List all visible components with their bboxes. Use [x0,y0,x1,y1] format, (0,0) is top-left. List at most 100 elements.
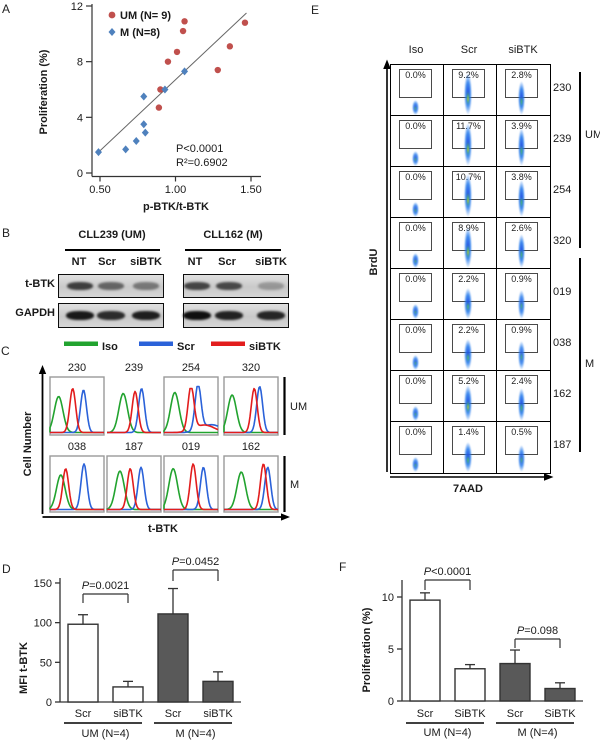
bar-scr [499,662,531,702]
flow-cell-187-scr: 1.4% [444,422,497,473]
panel-c-histograms: Iso Scr siBTK 230 239 254 320 UM 038 187 019 162 M Ce… [22,341,307,535]
sample-label-254: 254 [182,362,200,374]
scatter-point-um [173,48,181,56]
lane-label-nt-1: NT [71,256,87,268]
flow-cell-162-iso: 0.0% [391,371,444,422]
gate-percentage: 2.4% [511,376,532,386]
density-blob [411,202,419,217]
gate-box: 0.0% [399,426,432,455]
panel-f-bar-chart: 0 5 10 Proliferation (%) Scr SiBTK P<0.0001 UM … [361,566,583,739]
gate-box: 0.0% [399,222,432,251]
flow-col-header-sibtk: siBTK [508,44,538,56]
scatter-point-um [157,86,164,93]
x-tick-label: 1.00 [165,184,186,196]
legend-label: Iso [102,341,118,353]
group-label-m: M [290,479,299,491]
density-blob [464,226,472,268]
flow-row-label-187: 187 [553,439,572,451]
sample-label-239: 239 [125,362,143,374]
scatter-point-m [181,67,189,76]
annotation-pvalue: P<0.0001 [176,143,223,155]
lane-label-sibtk-2: siBTK [255,256,287,268]
bar-label: Scr [75,708,92,720]
scatter-point-m [94,148,102,157]
density-blob [464,73,472,115]
scatter-point-m [122,145,130,154]
density-blob [411,151,419,166]
sample-label-162: 162 [242,441,260,453]
legend-swatch-sibtk [211,341,245,346]
annotation-rsquared: R²=0.6902 [176,157,228,169]
gate-percentage: 0.0% [405,325,426,335]
density-blob [517,387,525,421]
y-tick-label: 50 [40,657,52,669]
gate-percentage: 2.2% [458,274,479,284]
y-axis-title: Cell Number [22,411,34,477]
sample-label-019: 019 [182,441,200,453]
flow-grid: 0.0% 9.2% 2.8% 0.0% 11.7% 3.9% 0.0% 10.7% 3.8% 0.… [390,64,551,474]
panel-letter-d: D [2,562,11,576]
flow-cell-230-sibtk: 2.8% [497,65,550,116]
x-axis-arrowhead [281,513,290,521]
gate-percentage: 0.5% [511,427,532,437]
y-axis-title: BrdU [368,249,380,276]
flow-group-bracket-um [579,72,581,248]
panel-a-scatter-plot: 0 4 8 12 0.50 1.00 1.50 Proliferation (%) p-BTK/… [38,1,262,213]
protein-band [258,281,284,290]
hist-curve-iso-239 [106,392,161,434]
x-axis-title: p-BTK/t-BTK [143,201,209,213]
flow-col-header-iso: Iso [408,44,424,56]
density-blob [411,406,419,421]
flow-cell-038-scr: 2.2% [444,320,497,371]
protein-band [257,310,285,320]
gate-percentage: 0.9% [511,274,532,284]
legend-swatch-scr [139,341,173,346]
flow-cell-162-scr: 5.2% [444,371,497,422]
p-value: P<0.0001 [424,566,471,578]
density-blob [464,287,472,319]
protein-band [216,281,242,290]
density-blob [517,444,525,472]
hist-box-230 [49,376,105,436]
legend-label: M (N=8) [120,27,160,39]
p-value: P=0.098 [517,625,558,637]
hist-curve-sibtk-320 [224,387,278,434]
scatter-point-um [214,66,221,74]
bar-label: SiBTK [544,708,576,720]
lane-label-scr-1: Scr [98,256,116,268]
density-blob [464,441,472,472]
flow-cell-019-sibtk: 0.9% [497,269,550,320]
flow-cell-230-scr: 9.2% [444,65,497,116]
panel-d-bar-chart: 0 50 100 150 MFI t-BTK Scr siBTK P=0.0021 UM (N=… [18,556,241,740]
gate-percentage: 0.0% [405,427,426,437]
flow-group-label-um: UM [585,129,600,141]
y-tick-label: 4 [77,112,83,124]
hist-curve-sibtk-187 [107,468,161,511]
panel-letter-c: C [1,344,10,358]
p-value: P=0.0021 [82,580,129,592]
flow-cell-038-iso: 0.0% [391,320,444,371]
flow-cell-187-iso: 0.0% [391,422,444,473]
density-blob [517,80,525,115]
scatter-point-um [226,43,234,50]
y-tick-label: 10 [382,592,394,604]
density-blob [464,123,472,166]
y-tick-label: 12 [71,1,83,13]
scatter-point-um [181,18,188,25]
x-tick-label: 1.50 [240,184,261,196]
bar-scr [409,599,441,702]
flow-row-label-038: 038 [553,337,572,349]
panel-letter-f: F [339,560,347,574]
flow-cell-230-iso: 0.0% [391,65,444,116]
protein-band [184,281,210,290]
density-blob [411,100,419,115]
protein-band [215,310,243,320]
scatter-point-um [179,27,187,35]
sample-label-230: 230 [68,362,86,374]
bar-label: Scr [417,708,434,720]
scatter-point-m [132,136,140,145]
y-tick-label: 5 [388,644,394,656]
gate-percentage: 1.4% [458,427,479,437]
scatter-point-um [164,58,172,65]
bar-label: Scr [165,708,182,720]
